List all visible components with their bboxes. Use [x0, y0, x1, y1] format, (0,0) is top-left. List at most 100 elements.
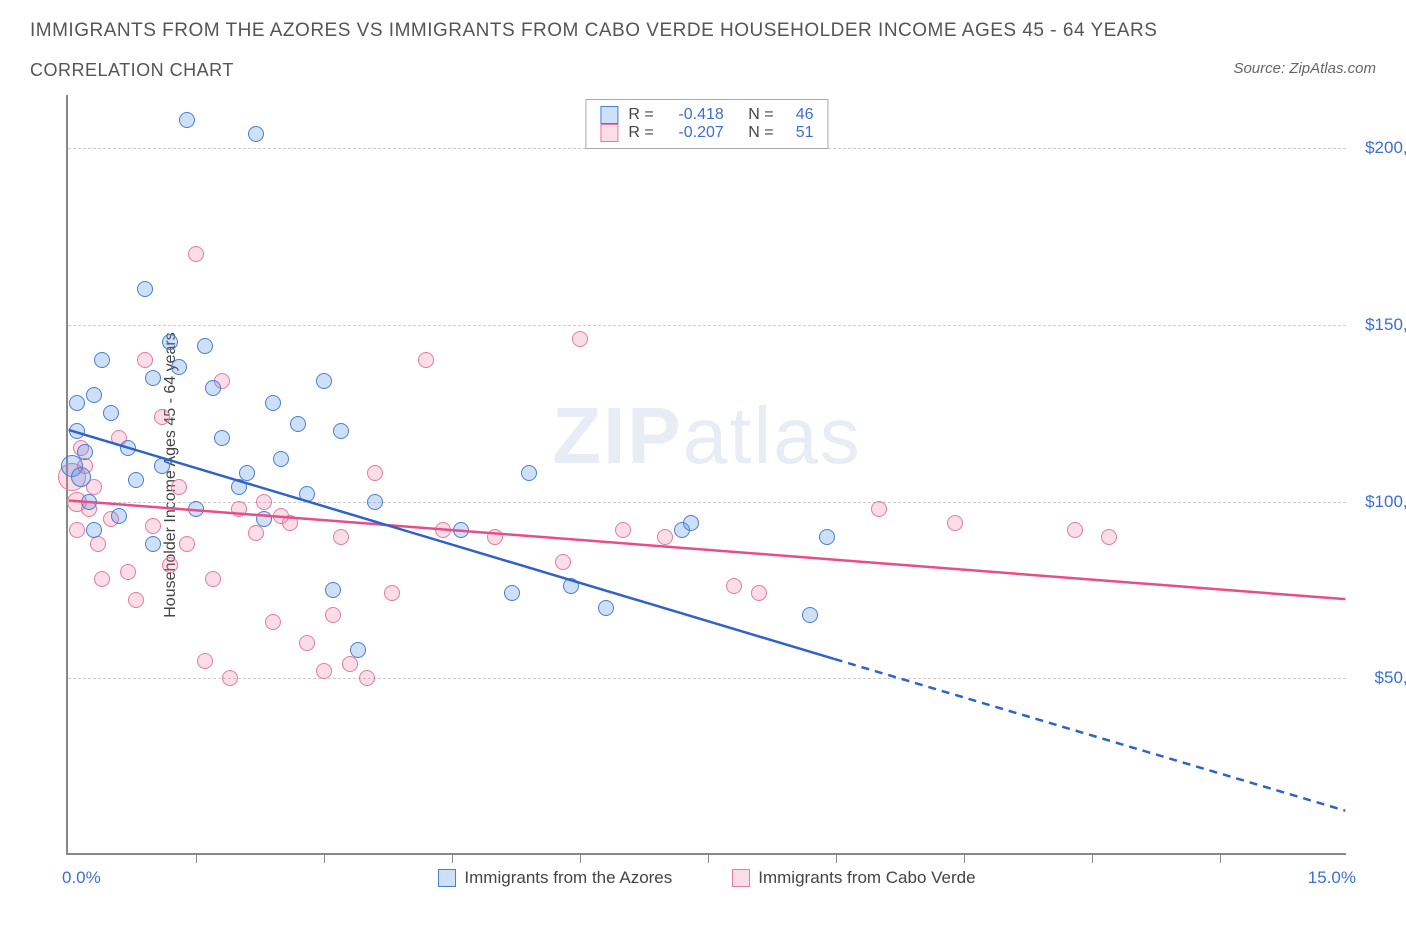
- scatter-point-azores: [128, 472, 144, 488]
- y-gridline: [68, 325, 1346, 326]
- scatter-point-azores: [145, 370, 161, 386]
- scatter-point-caboverde: [154, 409, 170, 425]
- scatter-point-caboverde: [299, 635, 315, 651]
- r-label: R =: [628, 106, 653, 124]
- chart-title-block: IMMIGRANTS FROM THE AZORES VS IMMIGRANTS…: [0, 0, 1406, 91]
- legend-swatch-azores: [600, 106, 618, 124]
- scatter-point-caboverde: [94, 571, 110, 587]
- x-tick: [1220, 853, 1221, 863]
- scatter-point-caboverde: [359, 670, 375, 686]
- y-tick-label: $150,000: [1356, 315, 1406, 335]
- scatter-point-azores: [205, 380, 221, 396]
- scatter-point-caboverde: [751, 585, 767, 601]
- scatter-point-azores: [350, 642, 366, 658]
- scatter-point-azores: [802, 607, 818, 623]
- scatter-point-azores: [819, 529, 835, 545]
- scatter-point-caboverde: [256, 494, 272, 510]
- watermark-bold: ZIP: [552, 391, 682, 480]
- scatter-point-azores: [188, 501, 204, 517]
- scatter-point-caboverde: [120, 564, 136, 580]
- scatter-point-caboverde: [384, 585, 400, 601]
- scatter-point-azores: [171, 359, 187, 375]
- scatter-point-azores: [197, 338, 213, 354]
- legend-label-azores: Immigrants from the Azores: [464, 868, 672, 888]
- scatter-point-azores: [248, 126, 264, 142]
- scatter-point-caboverde: [231, 501, 247, 517]
- scatter-point-azores: [683, 515, 699, 531]
- scatter-point-caboverde: [333, 529, 349, 545]
- scatter-point-azores: [290, 416, 306, 432]
- chart-container: Householder Income Ages 45 - 64 years ZI…: [46, 95, 1376, 855]
- scatter-point-caboverde: [162, 557, 178, 573]
- scatter-point-caboverde: [487, 529, 503, 545]
- scatter-point-caboverde: [657, 529, 673, 545]
- scatter-point-azores: [69, 423, 85, 439]
- scatter-point-azores: [367, 494, 383, 510]
- scatter-point-azores: [265, 395, 281, 411]
- scatter-point-azores: [111, 508, 127, 524]
- legend-row-azores: R = -0.418 N = 46: [600, 106, 813, 124]
- legend-item-caboverde: Immigrants from Cabo Verde: [732, 868, 975, 888]
- watermark-light: atlas: [683, 391, 862, 480]
- scatter-point-azores: [504, 585, 520, 601]
- x-tick: [708, 853, 709, 863]
- x-axis-max: 15.0%: [1308, 868, 1356, 888]
- scatter-point-caboverde: [726, 578, 742, 594]
- legend-label-caboverde: Immigrants from Cabo Verde: [758, 868, 975, 888]
- n-value-azores: 46: [784, 106, 814, 124]
- scatter-point-caboverde: [222, 670, 238, 686]
- scatter-point-caboverde: [137, 352, 153, 368]
- scatter-point-azores: [120, 440, 136, 456]
- scatter-point-caboverde: [265, 614, 281, 630]
- scatter-point-caboverde: [69, 522, 85, 538]
- scatter-point-azores: [86, 522, 102, 538]
- scatter-point-azores: [71, 467, 91, 487]
- scatter-point-caboverde: [418, 352, 434, 368]
- scatter-point-caboverde: [615, 522, 631, 538]
- scatter-point-caboverde: [171, 479, 187, 495]
- scatter-point-azores: [103, 405, 119, 421]
- scatter-point-caboverde: [248, 525, 264, 541]
- scatter-point-azores: [86, 387, 102, 403]
- scatter-point-caboverde: [90, 536, 106, 552]
- scatter-point-caboverde: [325, 607, 341, 623]
- scatter-point-azores: [77, 444, 93, 460]
- scatter-point-caboverde: [1067, 522, 1083, 538]
- scatter-point-azores: [521, 465, 537, 481]
- scatter-point-azores: [137, 281, 153, 297]
- x-tick: [452, 853, 453, 863]
- scatter-point-azores: [256, 511, 272, 527]
- x-tick: [836, 853, 837, 863]
- scatter-point-caboverde: [179, 536, 195, 552]
- scatter-point-caboverde: [572, 331, 588, 347]
- scatter-point-caboverde: [188, 246, 204, 262]
- y-tick-label: $100,000: [1356, 492, 1406, 512]
- scatter-point-caboverde: [316, 663, 332, 679]
- legend-row-caboverde: R = -0.207 N = 51: [600, 124, 813, 142]
- scatter-point-azores: [94, 352, 110, 368]
- scatter-point-azores: [214, 430, 230, 446]
- scatter-point-caboverde: [342, 656, 358, 672]
- y-tick-label: $50,000: [1356, 668, 1406, 688]
- chart-subtitle: CORRELATION CHART: [30, 60, 1376, 81]
- x-tick: [964, 853, 965, 863]
- scatter-point-caboverde: [128, 592, 144, 608]
- scatter-point-caboverde: [555, 554, 571, 570]
- x-tick: [324, 853, 325, 863]
- legend-item-azores: Immigrants from the Azores: [438, 868, 672, 888]
- scatter-point-caboverde: [367, 465, 383, 481]
- scatter-point-caboverde: [1101, 529, 1117, 545]
- n-label: N =: [748, 106, 773, 124]
- scatter-point-caboverde: [282, 515, 298, 531]
- scatter-point-azores: [69, 395, 85, 411]
- scatter-point-azores: [333, 423, 349, 439]
- scatter-point-azores: [154, 458, 170, 474]
- y-gridline: [68, 678, 1346, 679]
- correlation-legend: R = -0.418 N = 46 R = -0.207 N = 51: [585, 99, 828, 149]
- scatter-point-azores: [453, 522, 469, 538]
- scatter-point-caboverde: [197, 653, 213, 669]
- chart-title: IMMIGRANTS FROM THE AZORES VS IMMIGRANTS…: [30, 20, 1376, 42]
- scatter-point-azores: [162, 334, 178, 350]
- scatter-point-azores: [239, 465, 255, 481]
- legend-swatch-caboverde: [732, 869, 750, 887]
